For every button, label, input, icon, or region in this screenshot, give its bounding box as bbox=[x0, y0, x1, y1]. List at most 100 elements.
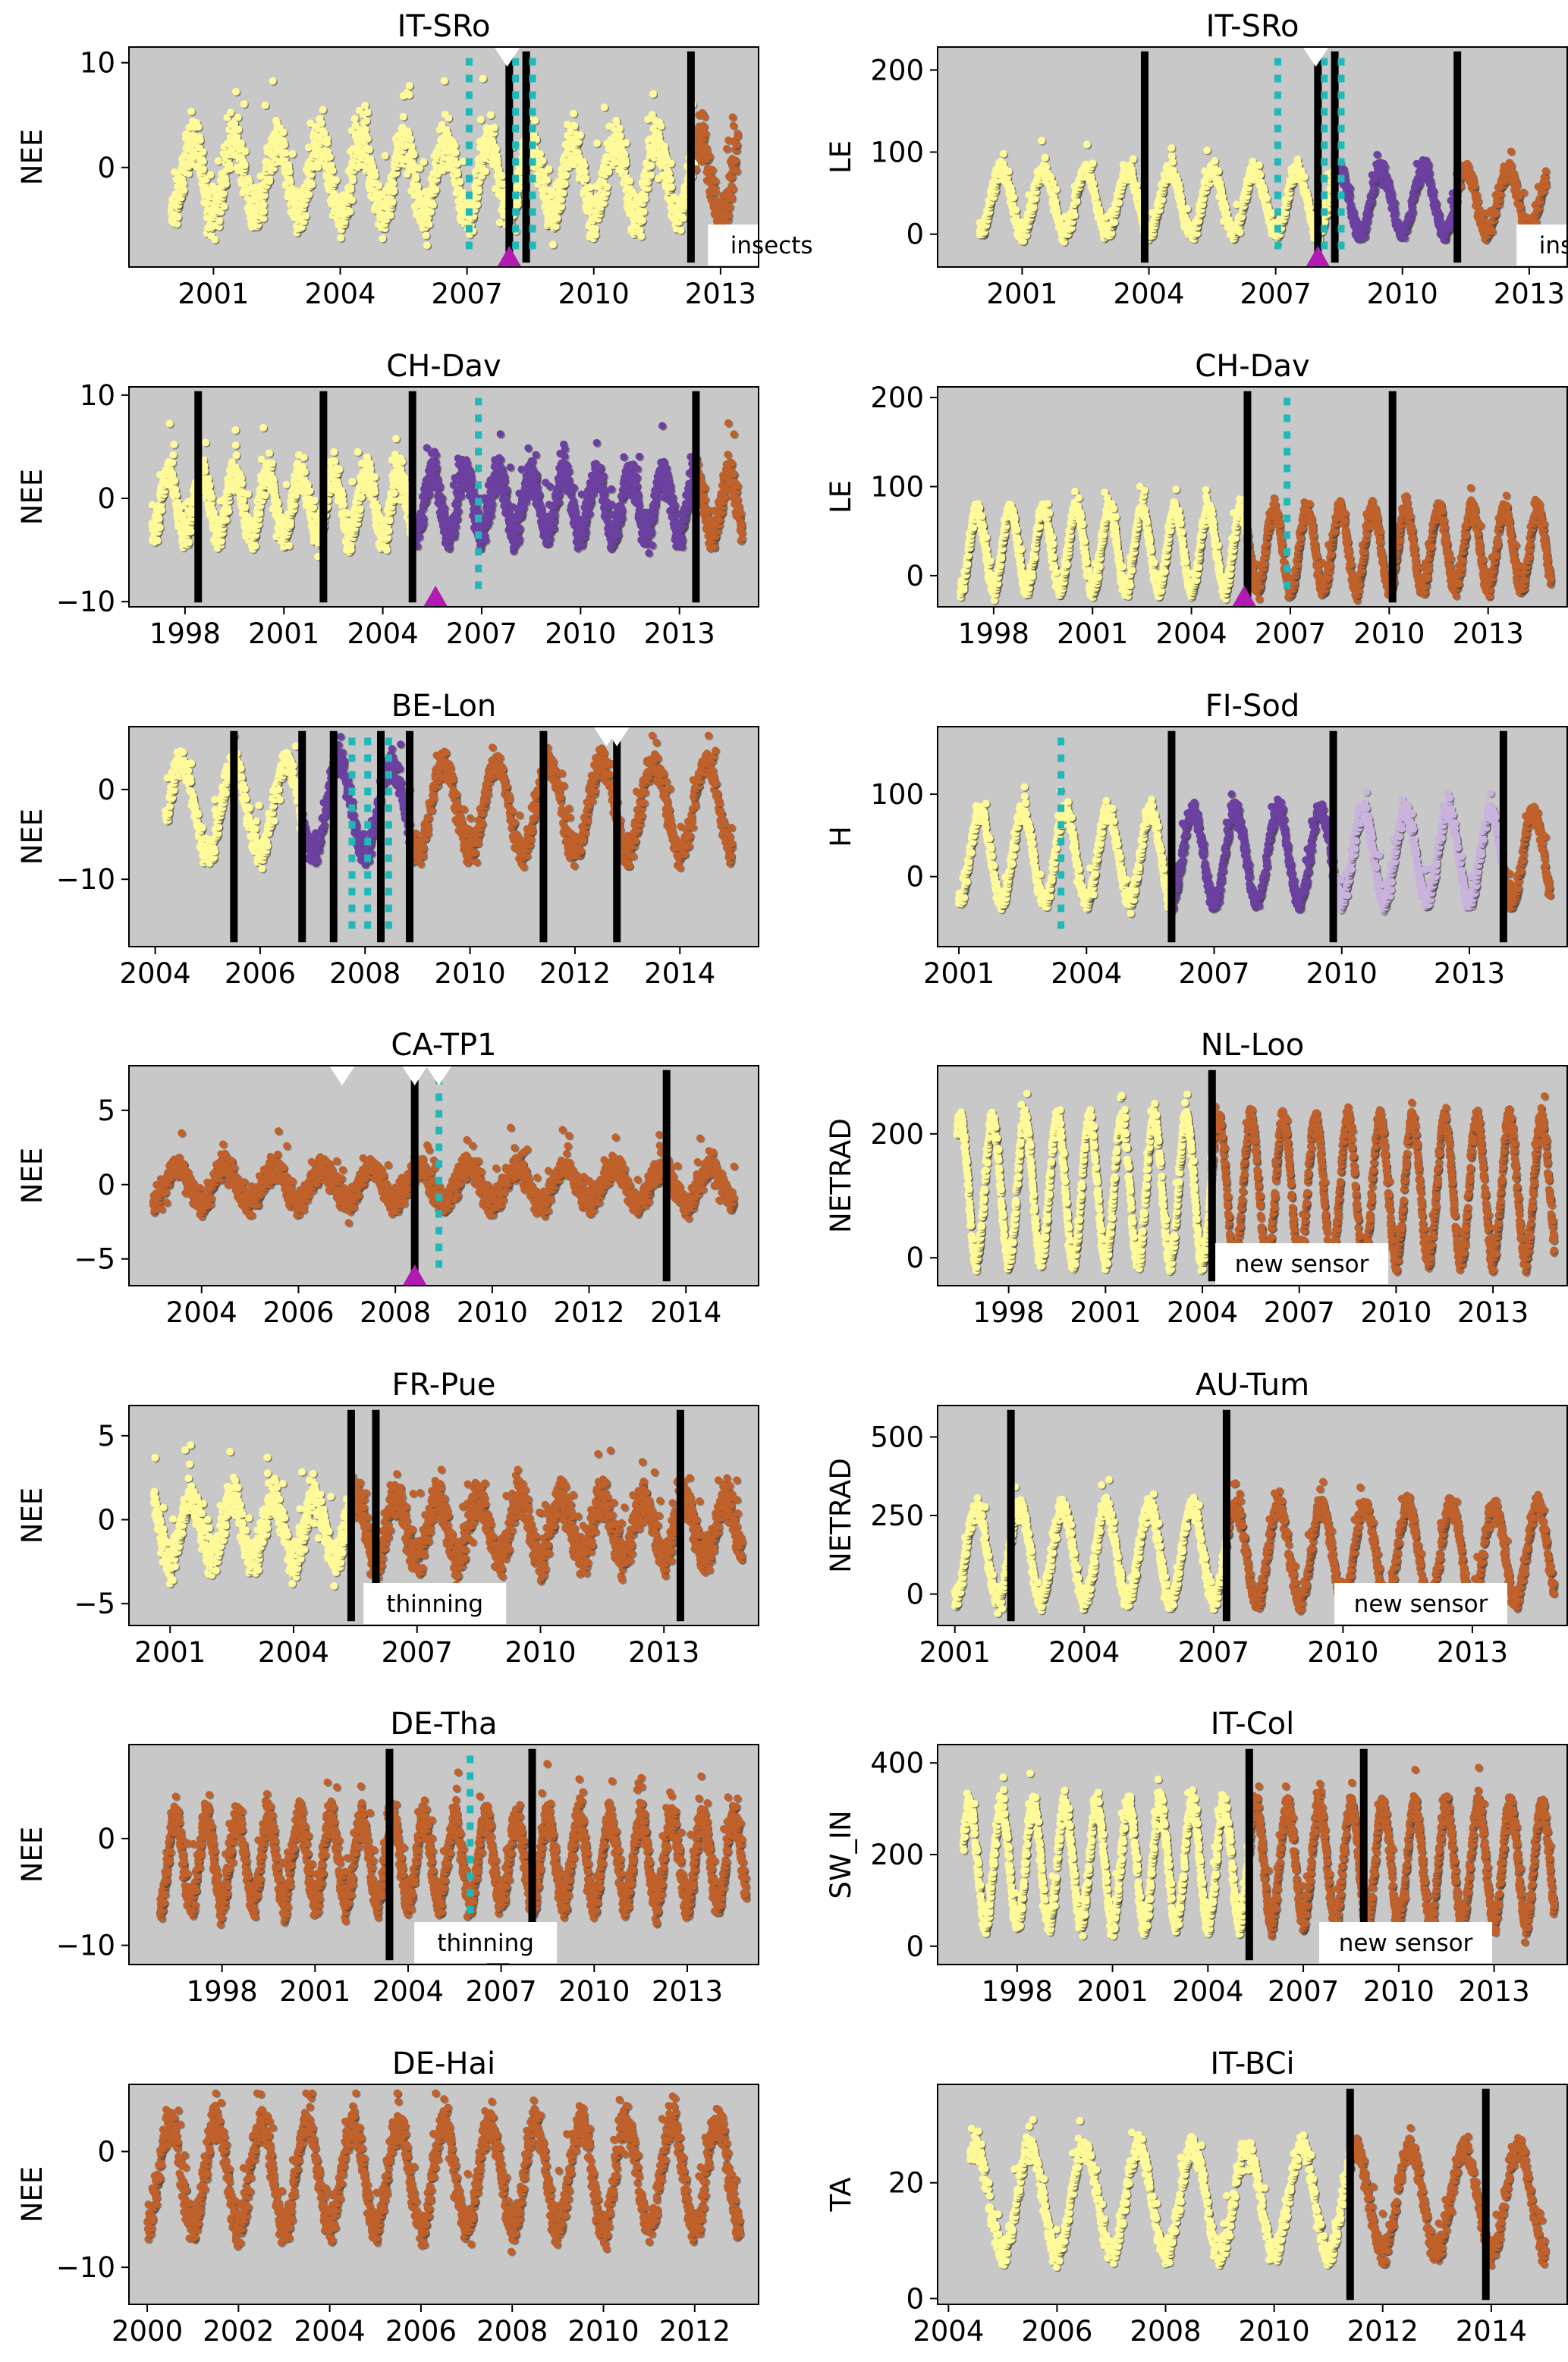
data-point bbox=[269, 77, 276, 85]
data-point bbox=[364, 135, 372, 143]
data-point bbox=[405, 91, 413, 99]
data-point bbox=[657, 122, 665, 130]
data-point bbox=[622, 139, 630, 146]
x-tick-label: 2013 bbox=[685, 278, 756, 310]
data-point bbox=[581, 168, 589, 176]
data-point bbox=[406, 82, 413, 90]
data-point bbox=[241, 162, 249, 169]
data-point bbox=[677, 227, 684, 234]
data-point bbox=[432, 186, 439, 193]
data-point bbox=[482, 168, 489, 175]
data-point bbox=[305, 190, 313, 198]
data-point bbox=[285, 168, 293, 175]
data-point bbox=[245, 177, 253, 185]
data-point bbox=[492, 145, 500, 152]
data-point bbox=[617, 132, 624, 140]
chart-title: IT-SRo bbox=[397, 9, 491, 44]
data-point bbox=[582, 175, 589, 183]
data-point bbox=[723, 145, 731, 152]
data-point bbox=[328, 167, 336, 174]
data-point bbox=[281, 149, 289, 157]
data-point bbox=[351, 115, 359, 122]
data-point bbox=[226, 165, 234, 172]
data-point bbox=[227, 108, 234, 116]
data-point bbox=[412, 174, 419, 182]
data-point bbox=[709, 166, 716, 174]
data-point bbox=[647, 162, 655, 170]
panel-it-sro-le: IT-SRoinsects200120042007201020130100200… bbox=[825, 9, 1568, 310]
data-point bbox=[281, 141, 288, 149]
data-point bbox=[592, 231, 599, 239]
data-point bbox=[729, 185, 737, 193]
data-point bbox=[382, 152, 389, 159]
data-point bbox=[259, 201, 267, 209]
data-point bbox=[712, 177, 719, 185]
data-point bbox=[174, 213, 182, 221]
data-point bbox=[200, 157, 207, 165]
data-point bbox=[725, 211, 733, 218]
y-axis-label: NEE bbox=[16, 129, 49, 185]
data-point bbox=[622, 160, 630, 168]
data-point bbox=[318, 119, 325, 127]
data-point bbox=[667, 176, 674, 184]
data-point bbox=[498, 172, 505, 180]
data-point bbox=[211, 236, 218, 243]
data-point bbox=[570, 122, 578, 130]
data-point bbox=[200, 165, 207, 173]
data-point bbox=[332, 177, 340, 184]
data-point bbox=[410, 151, 418, 159]
data-point bbox=[680, 215, 687, 222]
data-point bbox=[419, 159, 427, 166]
annotation-text: insects bbox=[731, 232, 813, 259]
data-point bbox=[180, 187, 187, 194]
data-point bbox=[562, 171, 570, 179]
data-point bbox=[215, 217, 223, 225]
plot-area bbox=[938, 47, 1567, 267]
data-point bbox=[323, 140, 331, 147]
data-point bbox=[605, 168, 612, 176]
data-point bbox=[379, 234, 386, 242]
data-point bbox=[701, 113, 709, 121]
data-point bbox=[194, 123, 202, 130]
data-point bbox=[640, 208, 648, 215]
data-point bbox=[219, 190, 227, 197]
data-point bbox=[496, 219, 504, 227]
data-point bbox=[733, 167, 740, 174]
data-point bbox=[712, 188, 720, 196]
data-point bbox=[616, 125, 624, 133]
data-point bbox=[234, 126, 242, 133]
data-point bbox=[425, 221, 432, 228]
data-point bbox=[288, 150, 296, 158]
data-point bbox=[601, 103, 608, 111]
data-point bbox=[536, 150, 544, 158]
data-point bbox=[647, 171, 655, 179]
data-point bbox=[180, 180, 187, 187]
data-point bbox=[407, 135, 414, 143]
data-point bbox=[363, 117, 370, 124]
x-tick-label: 2007 bbox=[432, 278, 503, 310]
data-point bbox=[390, 187, 397, 195]
data-point bbox=[199, 148, 206, 155]
y-tick-label: 10 bbox=[80, 47, 115, 80]
data-point bbox=[637, 232, 645, 240]
data-point bbox=[603, 183, 611, 190]
data-point bbox=[561, 181, 569, 188]
data-point bbox=[388, 198, 396, 206]
data-point bbox=[702, 130, 709, 137]
data-point bbox=[473, 201, 481, 209]
data-point bbox=[337, 234, 344, 242]
data-point bbox=[559, 190, 567, 197]
data-point bbox=[215, 157, 222, 165]
data-point bbox=[451, 142, 459, 149]
data-point bbox=[422, 231, 429, 239]
data-point bbox=[387, 212, 394, 219]
data-point bbox=[577, 131, 584, 139]
data-point bbox=[477, 116, 485, 124]
data-point bbox=[349, 177, 357, 184]
data-point bbox=[375, 182, 382, 190]
data-point bbox=[187, 108, 195, 115]
data-point bbox=[259, 208, 267, 215]
data-point bbox=[400, 113, 407, 121]
data-point bbox=[319, 106, 327, 114]
